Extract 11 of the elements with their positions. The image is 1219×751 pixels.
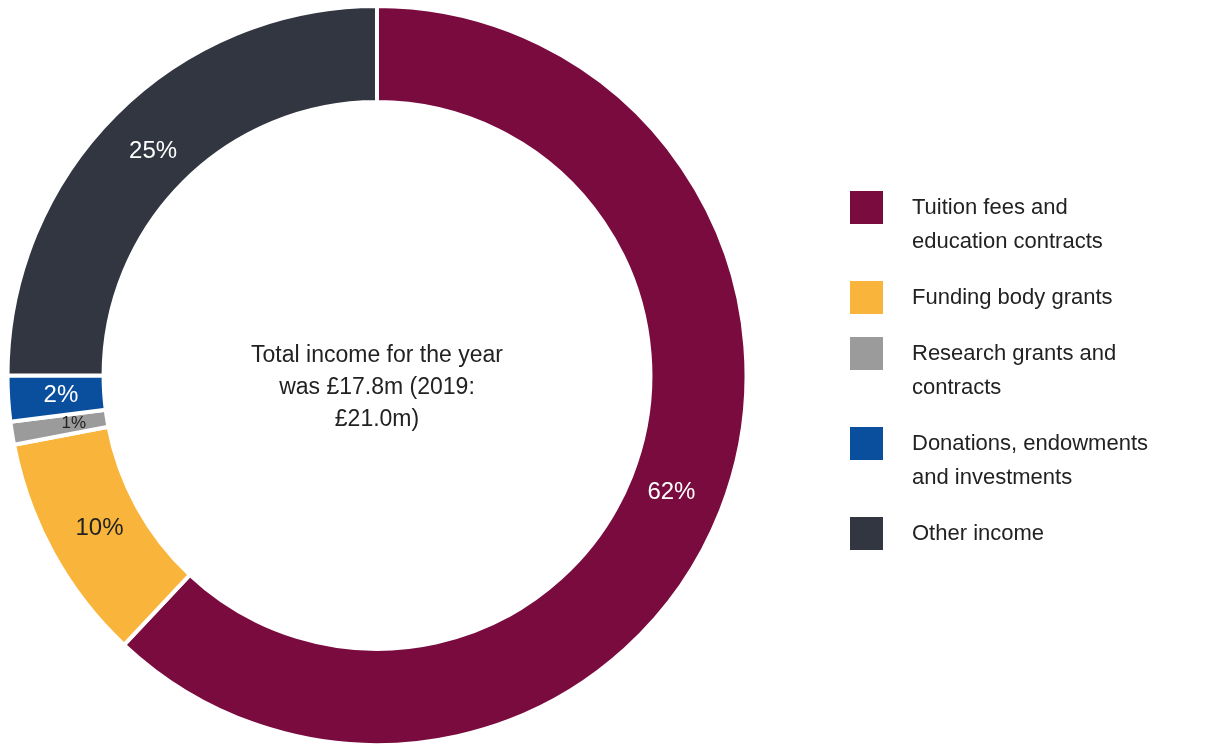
data-label: 1% <box>61 413 87 433</box>
legend-label: Other income <box>912 519 1046 547</box>
legend-label: Research grants and contracts <box>912 339 1118 401</box>
data-label: 2% <box>43 380 79 408</box>
legend-label: Tuition fees and education contracts <box>912 193 1104 255</box>
data-label: 62% <box>647 476 696 504</box>
legend-label: Funding body grants <box>912 283 1114 311</box>
data-label: 25% <box>129 136 178 164</box>
data-label: 10% <box>75 512 124 540</box>
text: Total income for the year was £17.8m (2019: £21.0m) <box>250 340 504 433</box>
legend-label: Donations, endowments and investments <box>912 429 1150 491</box>
